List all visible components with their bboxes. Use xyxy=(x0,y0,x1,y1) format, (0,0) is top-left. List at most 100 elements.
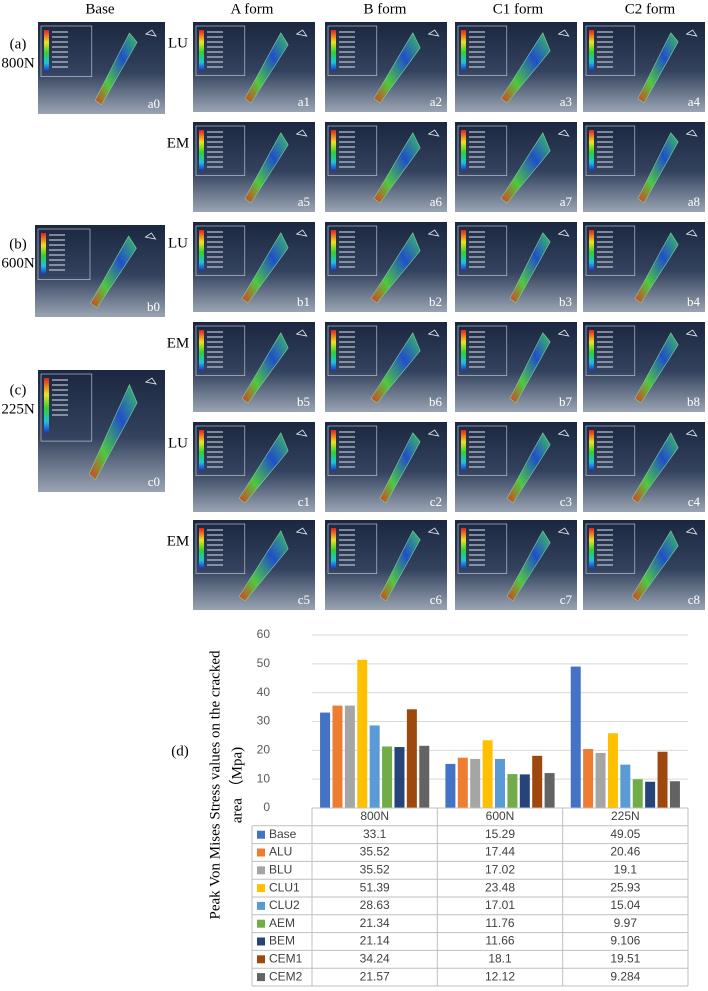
bar xyxy=(445,763,456,808)
bone-model xyxy=(238,530,289,602)
load-label: 225N xyxy=(1,401,35,417)
table-value: 11.66 xyxy=(485,934,514,948)
row-label: EM xyxy=(167,135,190,151)
row-label: LU xyxy=(168,435,188,451)
fea-image: c8 xyxy=(583,520,705,610)
axis-triad xyxy=(427,429,440,437)
group-label: (c) xyxy=(10,382,27,398)
table-value: 17.44 xyxy=(485,845,515,859)
table-value: 15.04 xyxy=(610,898,640,912)
panel-label: a7 xyxy=(560,194,573,209)
table-value: 9.284 xyxy=(610,969,640,983)
panel-label: b7 xyxy=(559,394,573,409)
axis-triad xyxy=(427,29,440,37)
bar xyxy=(544,773,555,808)
fea-image: a3 xyxy=(455,22,577,112)
bar xyxy=(657,751,668,808)
color-bar xyxy=(589,430,594,471)
fea-image: c1 xyxy=(193,422,315,512)
legend-box xyxy=(195,225,246,276)
color-bar xyxy=(44,378,49,433)
bone-model xyxy=(631,432,679,504)
table-value: 33.1 xyxy=(363,827,387,841)
panel-label: b5 xyxy=(297,394,310,409)
table-value: 17.01 xyxy=(485,898,515,912)
legend-box xyxy=(195,25,246,76)
color-bar xyxy=(331,230,336,271)
fea-image: b6 xyxy=(325,322,447,412)
table-value: 12.12 xyxy=(485,969,515,983)
bone-model xyxy=(509,332,551,404)
table-value: 19.51 xyxy=(610,951,640,965)
table-value: 11.76 xyxy=(485,916,514,930)
bar xyxy=(332,705,343,808)
legend-box xyxy=(457,523,508,574)
fea-image: a2 xyxy=(325,22,447,112)
panel-label: c1 xyxy=(298,494,310,509)
axis-triad xyxy=(685,329,698,337)
legend-box xyxy=(585,125,636,176)
load-label: 600N xyxy=(1,255,35,271)
axis-triad xyxy=(144,377,157,385)
bar xyxy=(632,779,643,808)
axis-triad xyxy=(557,229,570,237)
color-bar xyxy=(199,130,204,171)
legend-box xyxy=(40,373,93,442)
y-tick-label: 60 xyxy=(257,627,271,641)
axis-triad xyxy=(295,429,308,437)
legend-swatch xyxy=(257,919,265,928)
data-table: 800N 600N 225N Base 33.1 15.29 49.05 ALU 35.52 17… xyxy=(251,807,689,987)
bone-model xyxy=(637,132,679,204)
table-value: 21.14 xyxy=(360,934,390,948)
bone-model xyxy=(506,432,551,504)
axis-triad xyxy=(295,129,308,137)
fea-image: a8 xyxy=(583,122,705,212)
fea-image: a7 xyxy=(455,122,577,212)
legend-swatch xyxy=(257,955,265,964)
y-tick-label: 50 xyxy=(257,656,271,670)
color-bar xyxy=(199,30,204,71)
table-value: 18.1 xyxy=(488,951,512,965)
fea-image: a6 xyxy=(325,122,447,212)
table-value: 19.1 xyxy=(614,862,638,876)
legend-swatch xyxy=(257,830,265,839)
fea-image: b8 xyxy=(583,322,705,412)
bar xyxy=(369,725,380,808)
fea-image: c7 xyxy=(455,520,577,610)
y-tick-label: 0 xyxy=(263,800,270,814)
legend-box xyxy=(195,325,246,376)
bone-model xyxy=(244,132,289,204)
bar xyxy=(669,781,680,808)
x-tick-label: 600N xyxy=(486,809,515,823)
y-tick-label: 20 xyxy=(257,743,271,757)
legend-label: CLU2 xyxy=(269,898,300,912)
color-bar xyxy=(461,330,466,371)
y-tick-label: 10 xyxy=(257,771,271,785)
fea-image: c4 xyxy=(583,422,705,512)
bone-model xyxy=(238,432,289,504)
legend-box xyxy=(327,125,378,176)
axis-triad xyxy=(295,329,308,337)
axis-triad xyxy=(557,429,570,437)
bone-model xyxy=(500,132,551,204)
legend-box xyxy=(457,25,508,76)
bar xyxy=(344,705,355,808)
bone-model xyxy=(244,32,289,104)
legend-box xyxy=(195,425,246,476)
y-tick-label: 30 xyxy=(257,714,271,728)
table-value: 23.48 xyxy=(485,880,515,894)
legend-label: AEM xyxy=(269,916,295,930)
color-bar xyxy=(331,330,336,371)
bar xyxy=(382,746,393,808)
bar xyxy=(595,752,606,808)
table-value: 15.29 xyxy=(485,827,515,841)
table-value: 28.63 xyxy=(360,898,390,912)
axis-triad xyxy=(427,229,440,237)
color-bar xyxy=(589,330,594,371)
color-bar xyxy=(589,528,594,569)
table-value: 20.46 xyxy=(610,845,640,859)
bone-model xyxy=(500,32,551,104)
legend-box xyxy=(585,25,636,76)
axis-triad xyxy=(557,29,570,37)
table-value: 21.57 xyxy=(360,969,390,983)
